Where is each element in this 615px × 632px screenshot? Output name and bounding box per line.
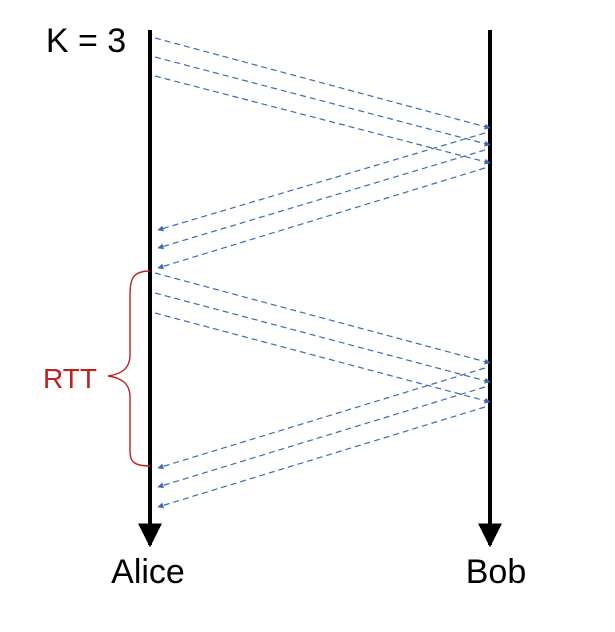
ack-arrow: [157, 149, 486, 250]
ack-arrow: [157, 167, 486, 270]
round-1-sends: [154, 37, 491, 165]
bob-label: Bob: [466, 553, 527, 591]
rtt-label: RTT: [43, 363, 97, 394]
message-arrow: [154, 75, 491, 165]
round-2-sends: [154, 272, 491, 404]
alice-label: Alice: [111, 553, 185, 591]
message-arrow: [154, 56, 491, 147]
round-2-acks: [157, 367, 486, 509]
ack-arrow: [157, 367, 486, 470]
message-arrow: [154, 292, 491, 384]
ack-arrow: [157, 406, 486, 509]
message-arrow: [154, 312, 491, 404]
message-arrow: [154, 272, 491, 365]
ack-arrow: [157, 386, 486, 489]
rtt-brace: [107, 270, 151, 467]
window-size-title: K = 3: [46, 22, 126, 60]
ack-arrow: [157, 132, 486, 232]
round-1-acks: [157, 132, 486, 270]
message-arrow: [154, 37, 491, 130]
